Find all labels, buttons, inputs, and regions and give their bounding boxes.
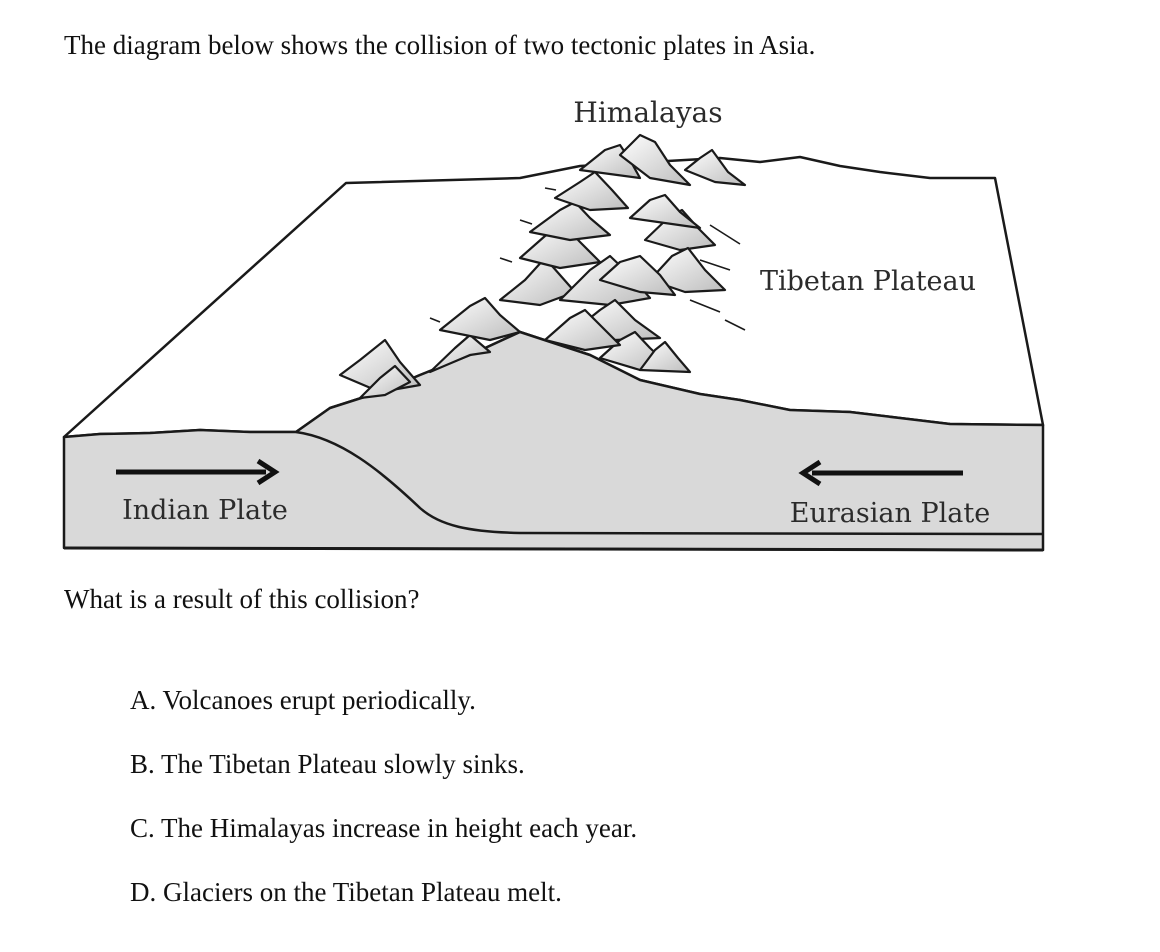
choice-a-text: Volcanoes erupt periodically.	[162, 685, 476, 715]
eurasian-plate-arrow	[798, 459, 963, 487]
choice-b-text: The Tibetan Plateau slowly sinks.	[161, 749, 525, 779]
question-text: What is a result of this collision?	[64, 584, 420, 614]
choice-a-letter: A.	[130, 685, 157, 715]
choice-d-letter: D.	[130, 877, 157, 907]
crust-cross-section	[62, 330, 1045, 552]
choice-b[interactable]: B. The Tibetan Plateau slowly sinks.	[130, 746, 637, 810]
choice-c[interactable]: C. The Himalayas increase in height each…	[130, 810, 637, 874]
indian-plate-label: Indian Plate	[122, 495, 288, 526]
answer-choices: A. Volcanoes erupt periodically. B. The …	[130, 682, 637, 938]
intro-text: The diagram below shows the collision of…	[64, 30, 816, 60]
subduction-line	[295, 430, 1044, 536]
himalayas-label: Himalayas	[573, 96, 722, 129]
tibetan-plateau-label: Tibetan Plateau	[760, 266, 976, 297]
ridge-lines	[429, 187, 746, 331]
choice-c-text: The Himalayas increase in height each ye…	[161, 813, 638, 843]
eurasian-plate-label: Eurasian Plate	[790, 498, 990, 529]
choice-d-text: Glaciers on the Tibetan Plateau melt.	[163, 877, 562, 907]
choice-b-letter: B.	[130, 749, 155, 779]
block-bottom-edge	[63, 546, 1044, 552]
choice-a[interactable]: A. Volcanoes erupt periodically.	[130, 682, 637, 746]
himalaya-peaks	[338, 133, 747, 400]
plate-collision-diagram: Himalayas Tibetan Plateau Indian Plate E…	[62, 96, 1045, 552]
indian-plate-arrow	[116, 458, 280, 486]
choice-d[interactable]: D. Glaciers on the Tibetan Plateau melt.	[130, 874, 637, 938]
choice-c-letter: C.	[130, 813, 155, 843]
